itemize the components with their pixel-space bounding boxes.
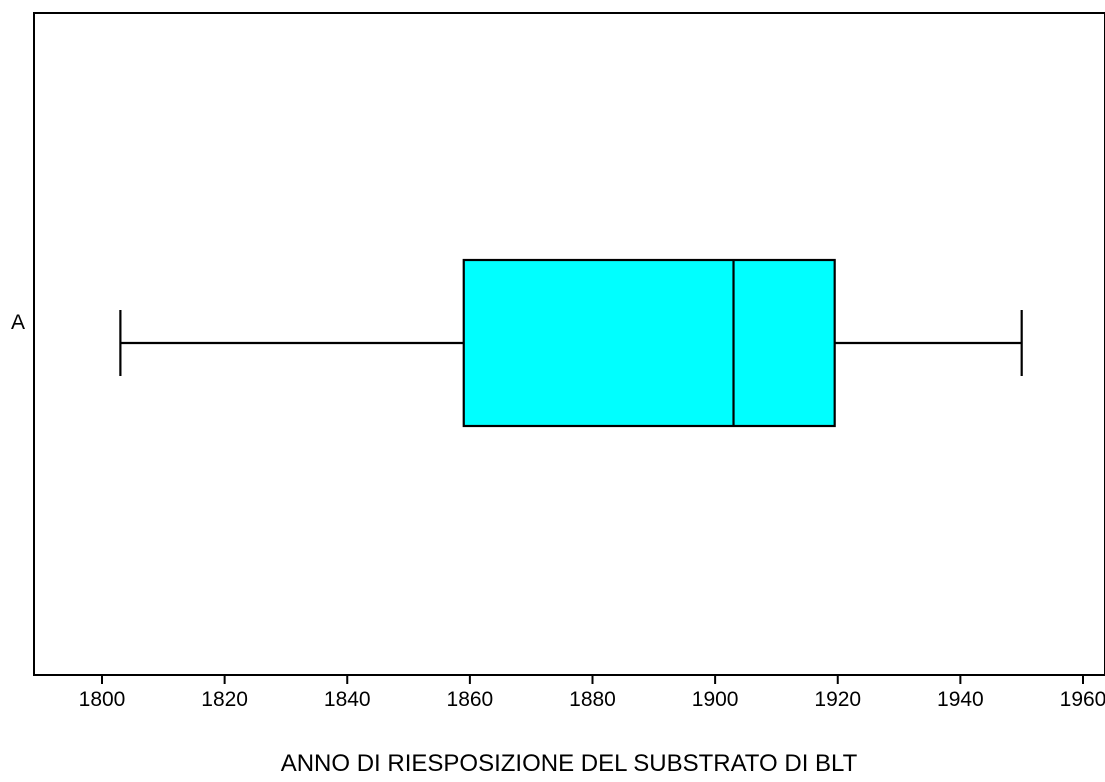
x-tick-label: 1900 bbox=[692, 688, 739, 711]
box-series: A bbox=[11, 258, 1023, 428]
x-axis-ticks: 1800 1820 1840 1860 1880 1900 1920 1940 1960 bbox=[79, 675, 1105, 711]
x-tick-label: 1800 bbox=[79, 688, 126, 711]
x-tick-label: 1940 bbox=[937, 688, 984, 711]
x-tick-label: 1960 bbox=[1060, 688, 1105, 711]
plot-frame bbox=[33, 12, 1105, 676]
x-tick-label: 1840 bbox=[324, 688, 371, 711]
x-tick-label: 1820 bbox=[201, 688, 248, 711]
x-tick-label: 1860 bbox=[447, 688, 494, 711]
x-tick-label: 1920 bbox=[814, 688, 861, 711]
x-tick-label: 1880 bbox=[569, 688, 616, 711]
iqr-box bbox=[462, 258, 836, 428]
category-label: A bbox=[11, 311, 25, 334]
x-axis-title: ANNO DI RIESPOSIZIONE DEL SUBSTRATO DI B… bbox=[281, 750, 858, 777]
